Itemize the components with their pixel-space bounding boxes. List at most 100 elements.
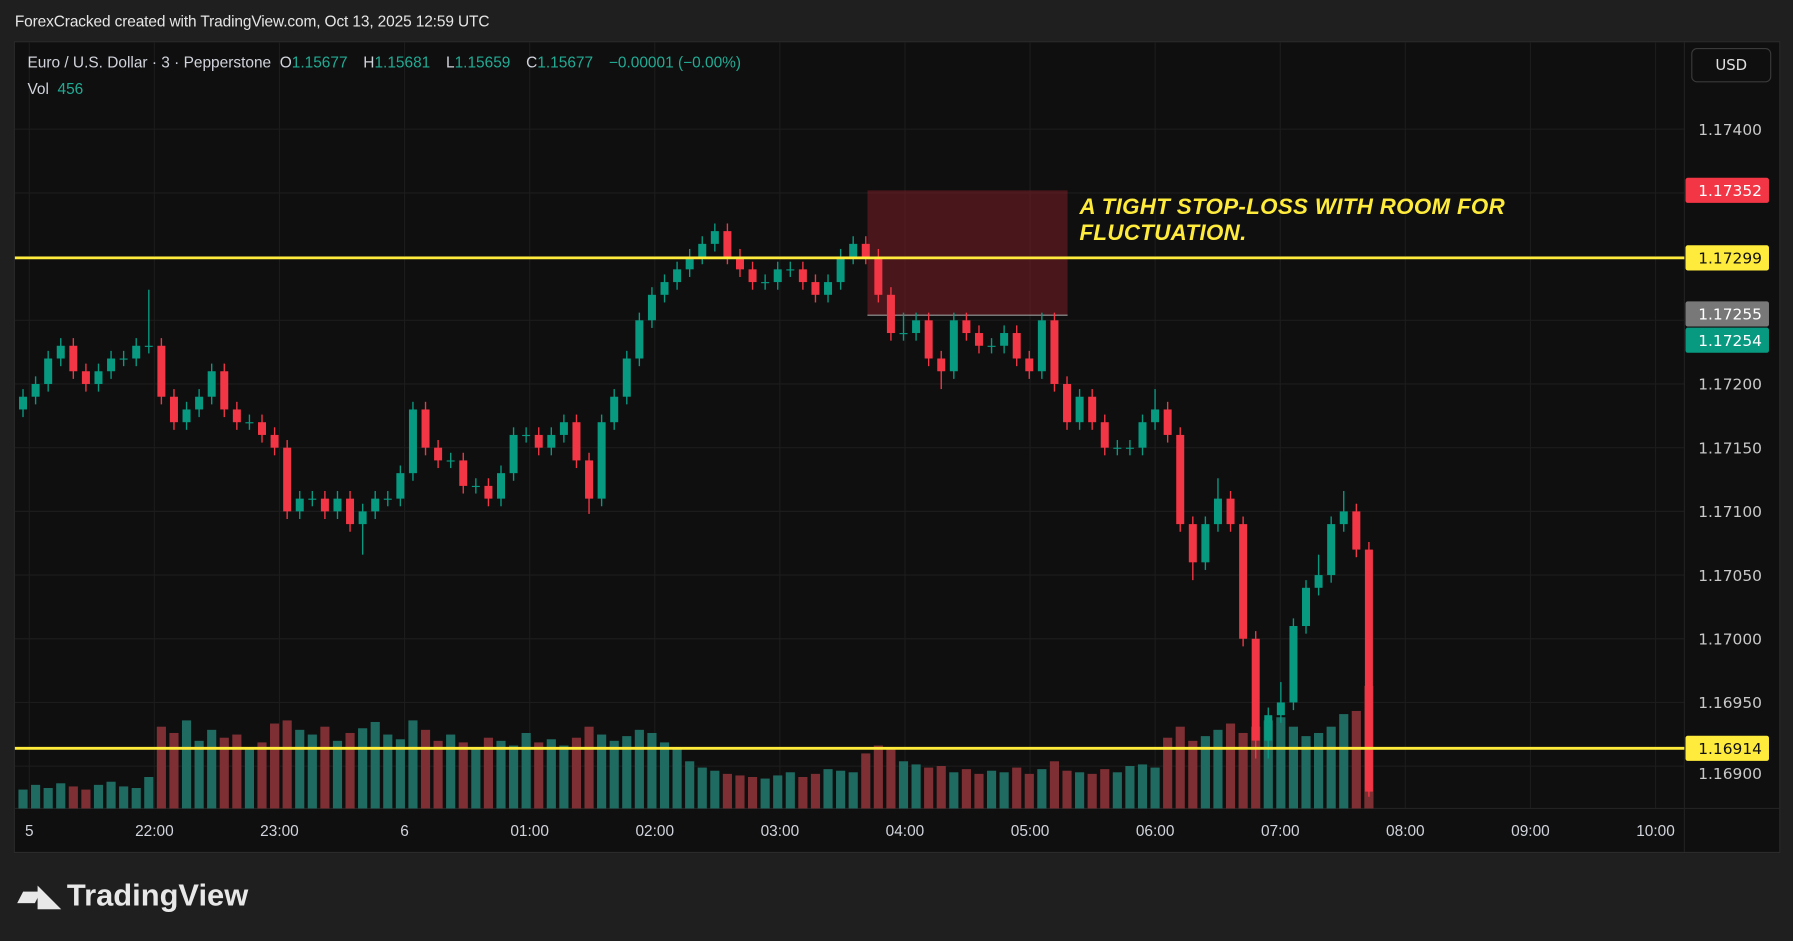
volume-bar: [534, 742, 544, 809]
price-label-text: 1.17254: [1698, 332, 1762, 350]
candle-body: [1176, 434, 1185, 525]
candle-body: [1100, 422, 1109, 448]
time-tick-label: 5: [25, 823, 34, 840]
candle-body: [31, 383, 40, 397]
price-label-box: [1685, 177, 1769, 203]
volume-bar: [836, 770, 846, 809]
candle-body: [547, 434, 556, 448]
price-label-box: [1685, 301, 1769, 327]
time-tick-label: 22:00: [135, 823, 174, 840]
high-label: H: [363, 53, 375, 71]
volume-bar: [986, 770, 997, 809]
volume-bar: [1012, 767, 1022, 809]
candle-body: [723, 231, 732, 257]
ohlc-legend: Euro / U.S. Dollar · 3 · Pepperstone O 1.…: [27, 54, 752, 71]
volume-bar: [1175, 726, 1185, 809]
candle-body: [874, 256, 883, 295]
volume-bar: [232, 734, 242, 809]
close-value: 1.15677: [537, 53, 594, 71]
high-value: 1.15681: [374, 53, 431, 71]
candle-body: [207, 371, 216, 397]
volume-bar: [785, 772, 795, 809]
volume-bar: [496, 740, 506, 809]
candle-body: [471, 485, 480, 488]
volume-bar: [697, 767, 707, 809]
volume-bar: [798, 777, 808, 809]
candle-body: [1012, 333, 1021, 359]
volume-bar: [181, 720, 192, 809]
volume-bar: [886, 748, 896, 809]
candle-body: [1075, 396, 1084, 423]
volume-label: Vol: [27, 80, 49, 98]
price-tick-label: 1.17400: [1698, 121, 1762, 139]
change-value: −0.00001 (−0.00%): [608, 53, 742, 71]
tradingview-logo-icon: ▰◣: [17, 878, 61, 914]
volume-bar: [1075, 772, 1085, 809]
volume-bar: [509, 745, 519, 809]
tradingview-logo: ▰◣ TradingView: [17, 878, 248, 913]
price-tick-label: 1.17200: [1698, 376, 1762, 394]
candle-body: [245, 422, 254, 424]
volume-bar: [1276, 717, 1286, 809]
volume-bar: [1225, 723, 1236, 809]
candle-body: [182, 409, 191, 423]
time-tick-label: 03:00: [761, 823, 800, 840]
volume-bar: [1188, 740, 1198, 809]
volume-bar: [710, 770, 720, 809]
candle-body: [157, 345, 166, 397]
price-tick-label: 1.17000: [1698, 630, 1762, 648]
volume-bar: [735, 775, 745, 809]
price-label-box: [1685, 735, 1769, 761]
volume-bar: [1087, 773, 1097, 809]
candle-body: [195, 396, 204, 410]
low-label: L: [445, 53, 455, 71]
open-label: O: [279, 53, 292, 71]
candle-body: [937, 358, 946, 372]
volume-bar: [634, 729, 644, 809]
volume-bar: [1150, 767, 1160, 809]
volume-bar: [898, 761, 909, 809]
volume-bar: [81, 789, 91, 809]
time-tick-label: 09:00: [1511, 823, 1550, 840]
candle-body: [333, 498, 342, 512]
candle-body: [446, 460, 455, 462]
candle-body: [987, 345, 996, 347]
candle-body: [1213, 498, 1222, 525]
candle-body: [258, 422, 267, 435]
volume-bar: [584, 726, 594, 809]
volume-bar: [282, 720, 292, 809]
candle-body: [44, 358, 53, 384]
candle-body: [974, 333, 983, 346]
price-tick-label: 1.17100: [1698, 503, 1762, 521]
candle-body: [496, 473, 505, 499]
time-tick-label: 10:00: [1636, 823, 1675, 840]
volume-bar: [219, 737, 229, 809]
volume-bar: [56, 783, 66, 809]
candle-body: [849, 243, 858, 257]
candle-body: [962, 320, 971, 334]
volume-bar: [974, 773, 984, 809]
annotation-line-2: FLUCTUATION.: [1079, 220, 1247, 246]
candle-body: [710, 231, 719, 244]
candle-body: [295, 498, 304, 512]
candle-body: [698, 243, 707, 257]
candle-body: [949, 320, 958, 372]
volume-bar: [420, 729, 431, 809]
price-label-box: [1685, 245, 1769, 271]
candle-body: [1000, 333, 1009, 346]
candle-body: [798, 269, 807, 283]
volume-bar: [156, 726, 166, 809]
candle-body: [169, 396, 178, 423]
candle-body: [585, 460, 594, 499]
volume-bar: [1137, 764, 1148, 809]
volume-bar: [1037, 769, 1047, 809]
symbol-name[interactable]: Euro / U.S. Dollar · 3 · Pepperstone: [27, 53, 272, 71]
time-tick-label: 08:00: [1386, 823, 1425, 840]
volume-bar: [647, 732, 657, 809]
candle-body: [899, 333, 908, 335]
currency-button[interactable]: USD: [1691, 48, 1772, 83]
candle-body: [69, 345, 78, 372]
candle-body: [509, 434, 518, 474]
price-label-text: 1.17255: [1698, 306, 1762, 324]
